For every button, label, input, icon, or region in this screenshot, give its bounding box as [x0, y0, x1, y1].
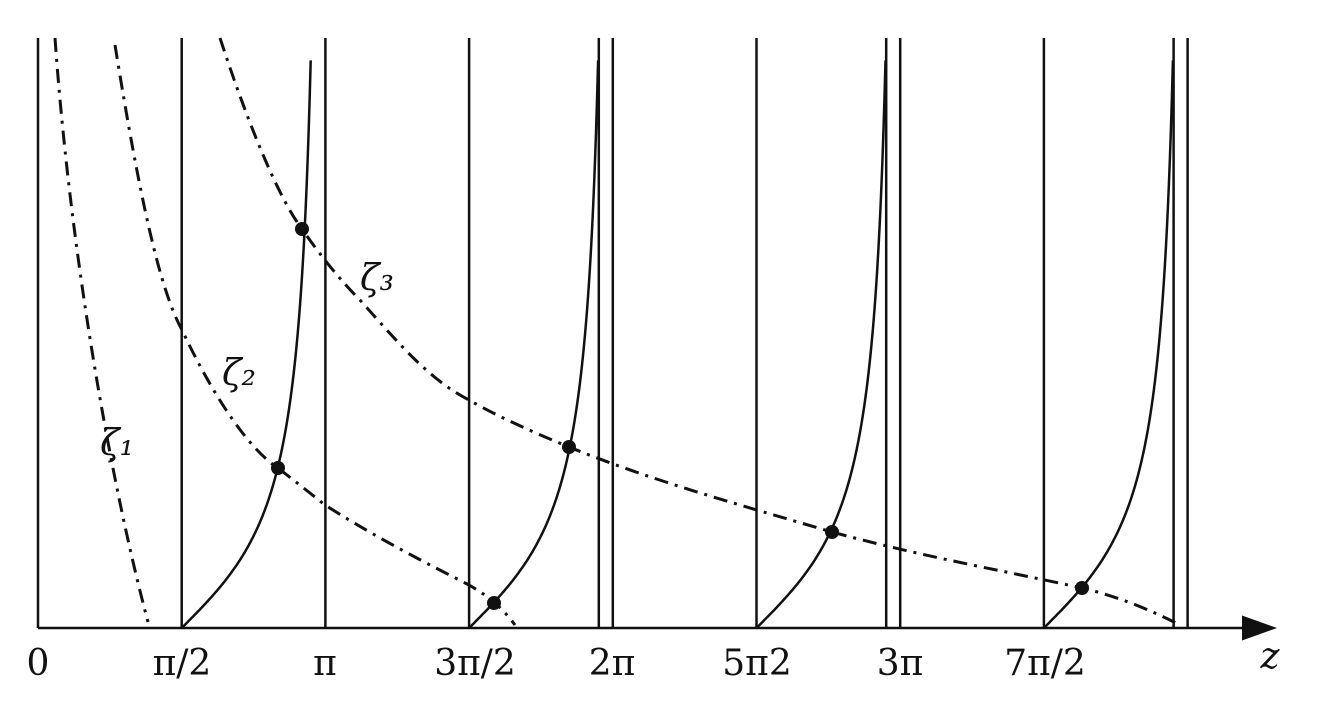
tick-label: 0: [27, 643, 50, 684]
axis-label: z: [1260, 636, 1281, 677]
curve-zeta2: [113, 44, 517, 626]
curve-zeta3: [218, 37, 1181, 627]
curve-label: ζ₁: [100, 423, 134, 464]
intersection-dot: [825, 525, 839, 539]
tick-label: π/2: [153, 643, 212, 684]
tick-label: 7π/2: [1004, 643, 1086, 684]
intersection-dot: [295, 222, 309, 236]
tan-branch: [180, 60, 312, 629]
curve-zeta1: [53, 37, 150, 623]
intersection-dot: [271, 461, 285, 475]
tan-branch: [755, 60, 887, 629]
intersection-dot: [487, 596, 501, 610]
tick-label: 5π2: [722, 643, 791, 684]
tick-label: 3π: [877, 643, 924, 684]
intersection-dot: [1075, 581, 1089, 595]
curve-label: ζ₃: [360, 258, 394, 299]
tan-branch: [468, 60, 600, 629]
tan-branch: [1043, 60, 1175, 629]
frame: [36, 38, 1277, 641]
tick-label: 2π: [589, 643, 636, 684]
curve-label: ζ₂: [222, 353, 256, 394]
tick-label: 3π/2: [434, 643, 516, 684]
intersection-dot: [562, 440, 576, 454]
tick-label: π: [313, 643, 337, 684]
